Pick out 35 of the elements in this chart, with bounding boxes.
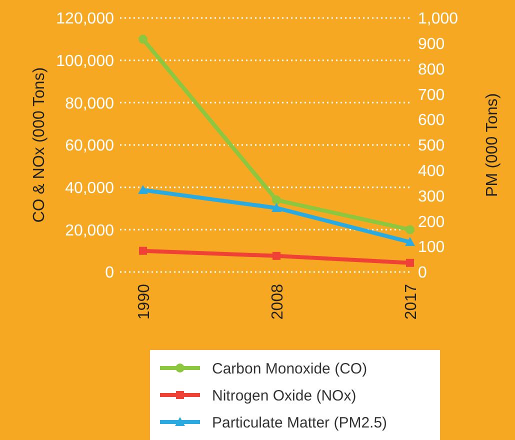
y2-tick-label: 100: [418, 239, 445, 256]
y-tick-label: 20,000: [65, 222, 114, 240]
y2-tick-label: 300: [418, 188, 445, 206]
y2-tick-label: 900: [418, 36, 445, 53]
x-tick-label: 2017: [403, 284, 420, 320]
legend-label: Carbon Monoxide (CO): [212, 360, 368, 378]
y-tick-label: 0: [105, 264, 114, 282]
x-tick-label: 1990: [136, 284, 153, 320]
y-axis-title: CO & NOx (000 Tons): [31, 67, 48, 223]
legend-label: Nitrogen Oxide (NOx): [212, 387, 356, 404]
y2-tick-label: 600: [418, 112, 445, 130]
point: [272, 202, 282, 212]
point: [138, 34, 148, 44]
point: [138, 184, 148, 194]
y2-tick-label: 500: [418, 138, 445, 155]
y-tick-label: 80,000: [65, 95, 114, 112]
x-tick-label: 2008: [270, 284, 286, 320]
y2-axis-title: PM (000 Tons): [484, 93, 501, 197]
y2-tick-label: 400: [418, 163, 445, 180]
point: [272, 196, 281, 205]
y2-tick-label: 800: [418, 61, 445, 78]
legend-label: Particulate Matter (PM2.5): [212, 414, 388, 432]
y-tick-label: 100,000: [56, 52, 114, 70]
point: [272, 252, 280, 260]
y-tick-label: 120,000: [56, 10, 114, 28]
y2-tick-label: 700: [418, 86, 445, 104]
y2-tick-label: 0: [418, 264, 427, 282]
y-tick-label: 40,000: [65, 180, 114, 197]
point: [406, 258, 414, 267]
point: [405, 237, 415, 246]
point: [406, 225, 414, 234]
y2-tick-label: 1,000: [418, 10, 458, 28]
y2-tick-label: 200: [418, 214, 445, 231]
point: [139, 246, 147, 255]
y-tick-label: 60,000: [65, 138, 114, 155]
